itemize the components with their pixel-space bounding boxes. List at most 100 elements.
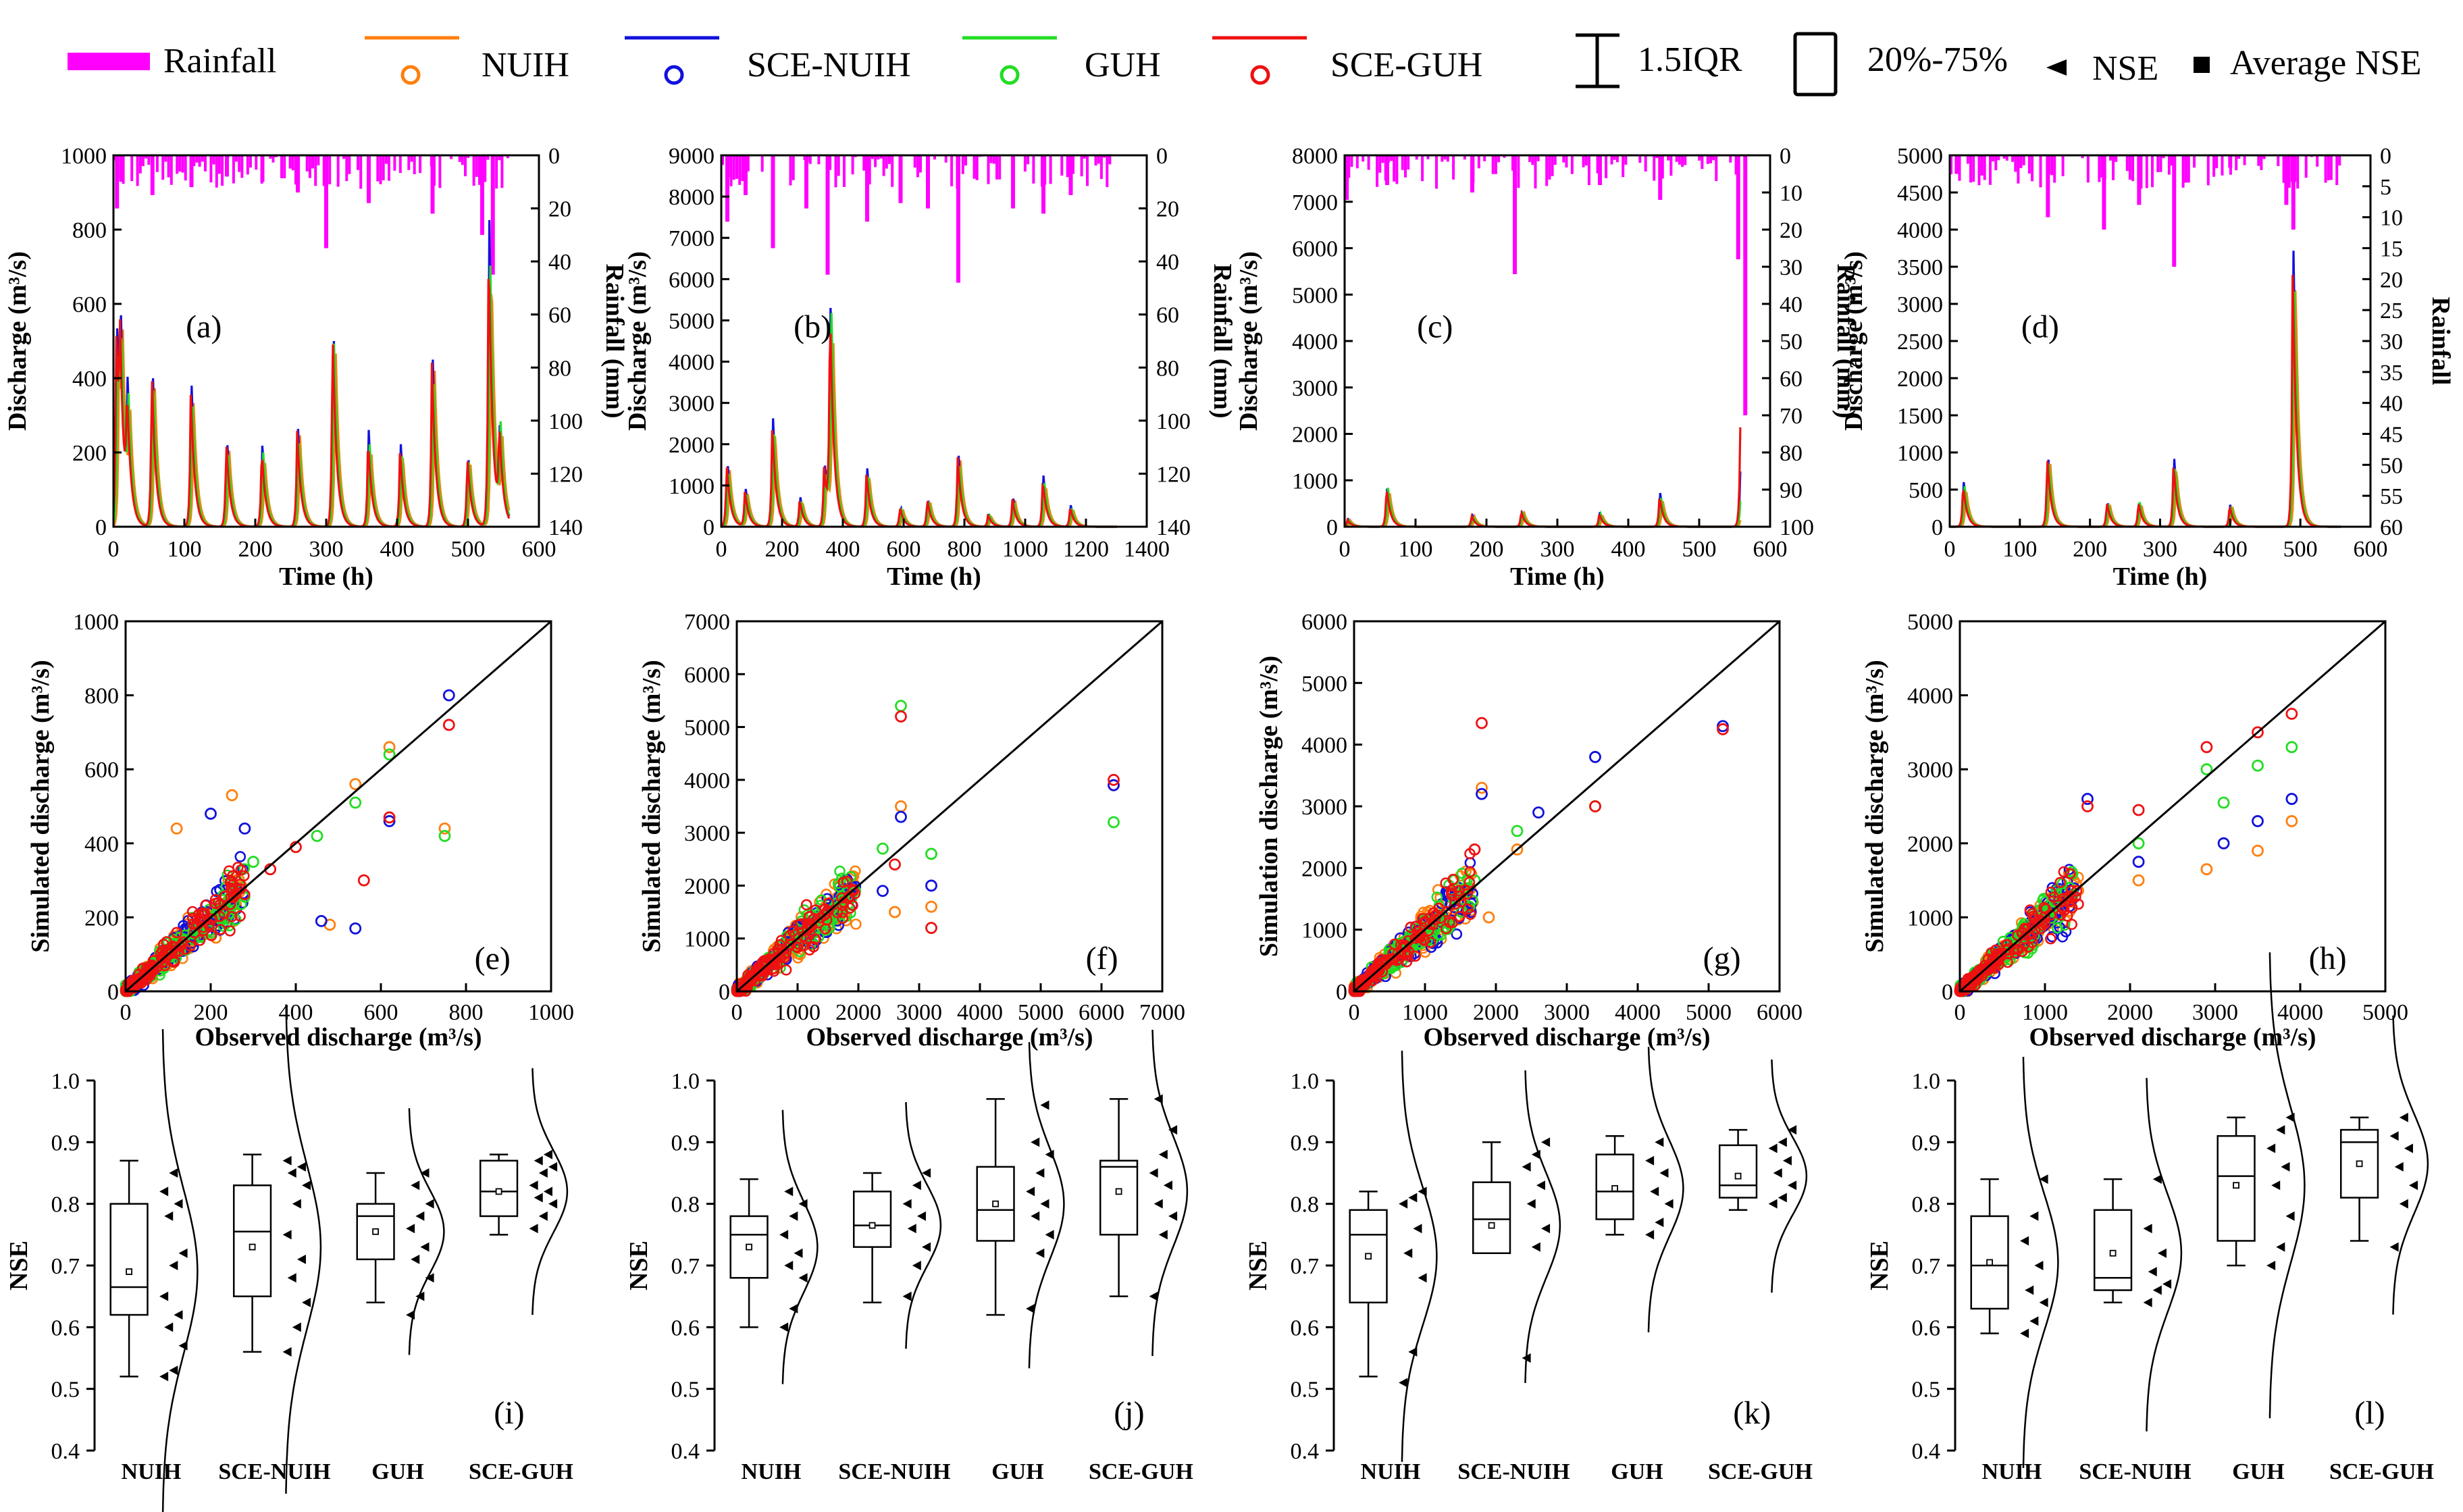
nse-point (1664, 1199, 1674, 1209)
data-point-sce-guh (442, 719, 455, 731)
data-point-guh (925, 848, 937, 860)
data-point (1446, 885, 1457, 896)
data-point (1440, 922, 1452, 935)
y-axis-label: Discharge (m³/s) (1235, 251, 1263, 431)
y-tick-label: 0.5 (1912, 1378, 1941, 1403)
nse-point (415, 1211, 425, 1221)
scatter-panel-3: 0 1000 2000 3000 4000 5000 0 1000 2000 3000 4000 50… (1861, 610, 2408, 1051)
data-point (1424, 912, 1436, 924)
data-point-guh (383, 748, 396, 761)
panel-label: (i) (494, 1395, 524, 1431)
data-point (1399, 947, 1411, 960)
average-nse-marker (1734, 1172, 1742, 1180)
data-point-sce-guh (2252, 726, 2264, 739)
x-tick-label: 1000 (1002, 537, 1048, 562)
data-point (2045, 933, 2056, 945)
data-point (205, 930, 217, 941)
nse-point (1403, 1248, 1413, 1258)
data-point-sce-guh (2081, 800, 2094, 812)
nse-point (798, 1273, 808, 1283)
nse-point (159, 1291, 169, 1301)
x-tick-label: 4000 (1615, 1000, 1661, 1025)
nse-point (1536, 1180, 1545, 1191)
y2-tick-label: 140 (1156, 515, 1191, 540)
y-tick-label: 0.9 (671, 1130, 700, 1155)
data-point (1447, 916, 1459, 929)
legend-box-label: 20%-75% (1867, 41, 2008, 79)
y2-tick-label: 10 (2380, 206, 2403, 231)
nse-point (2157, 1248, 2167, 1258)
x-tick-label: 2000 (835, 1000, 881, 1025)
x-tick-label: 400 (2213, 537, 2248, 562)
data-point (850, 918, 862, 930)
data-point-guh (1511, 825, 1524, 837)
nse-point (302, 1180, 311, 1191)
data-point (2045, 886, 2057, 898)
data-point (813, 916, 825, 929)
nse-point (287, 1168, 296, 1178)
data-point (194, 935, 206, 946)
data-point (184, 940, 196, 952)
panel-label: (f) (1086, 941, 1118, 976)
category-label: SCE-GUH (1089, 1459, 1193, 1484)
x-tick-label: 0 (1944, 537, 1956, 562)
data-point-sce-guh (1717, 723, 1729, 735)
nse-point (2399, 1112, 2408, 1122)
y-tick-label: 1000 (1907, 906, 1953, 931)
x-tick-label: 300 (309, 537, 344, 562)
discharge-line-sce-nuih (112, 219, 511, 528)
x-tick-label: 1000 (2022, 1000, 2068, 1025)
box-sce-guh (1718, 1060, 1808, 1293)
nse-point (1655, 1218, 1664, 1228)
y2-tick-label: 40 (548, 250, 571, 275)
data-point-sce-guh (925, 922, 937, 934)
nse-point (784, 1261, 794, 1270)
panel-label: (l) (2354, 1395, 2385, 1431)
y-tick-label: 0 (95, 515, 107, 540)
hydrograph-panel-2: 0 100 200 300 400 500 600010002000300040005000… (1235, 144, 1860, 591)
x-tick-label: 600 (364, 1000, 398, 1025)
x-tick-label: 100 (2002, 537, 2037, 562)
y-tick-label: 6000 (1301, 610, 1347, 635)
data-point (814, 912, 827, 924)
y2-tick-label: 140 (548, 515, 583, 540)
data-point (1384, 954, 1396, 966)
y-tick-label: 0.4 (51, 1439, 80, 1464)
nse-point (2025, 1285, 2034, 1295)
box-sce-nuih (2093, 1078, 2183, 1432)
nse-point (543, 1149, 552, 1159)
rainfall-background-bars (1950, 155, 2341, 189)
x-tick-label: 1400 (1124, 537, 1170, 562)
x-tick-label: 4000 (957, 1000, 1003, 1025)
y-tick-label: 0 (703, 515, 715, 540)
y-tick-label: 600 (84, 758, 119, 783)
y2-tick-label: 20 (2380, 267, 2403, 292)
nse-box-panel-3: 0.4 0.5 0.6 0.7 0.8 0.9 1.0 NSE NUIH SCE-NUIH GUH S… (1865, 952, 2434, 1484)
box-sce-nuih (1472, 1070, 1561, 1383)
box-guh (976, 1042, 1065, 1369)
nse-point (1035, 1248, 1045, 1258)
data-point-guh (2285, 741, 2298, 754)
y2-tick-label: 60 (1780, 367, 1803, 392)
data-point-sce-guh (895, 710, 907, 723)
data-point-nuih (438, 822, 451, 835)
y2-tick-label: 25 (2380, 298, 2403, 323)
scatter-cloud-sce-guh (1954, 708, 2298, 997)
x-tick-label: 500 (2283, 537, 2318, 562)
data-point-sce-guh (889, 858, 901, 871)
y-tick-label: 8000 (1292, 144, 1338, 169)
nse-point (1531, 1242, 1540, 1252)
data-point (168, 955, 180, 966)
legend-sce-guh-label: SCE-GUH (1330, 46, 1482, 84)
distribution-curve (2146, 1078, 2183, 1432)
x-tick-label: 600 (1753, 537, 1788, 562)
nse-point (2029, 1316, 2039, 1326)
category-label: SCE-NUIH (2079, 1459, 2191, 1484)
nse-box-panel-2: 0.4 0.5 0.6 0.7 0.8 0.9 1.0 NSE NUIH SCE-NUIH GUH S… (1244, 1047, 1813, 1484)
y-axis-label: NSE (5, 1241, 33, 1291)
distribution-curve (161, 1028, 199, 1512)
box-nuih (1349, 1050, 1438, 1462)
category-label: SCE-GUH (2329, 1459, 2434, 1484)
legend-iqr-icon (1576, 33, 1619, 88)
average-nse-marker (1115, 1188, 1122, 1195)
